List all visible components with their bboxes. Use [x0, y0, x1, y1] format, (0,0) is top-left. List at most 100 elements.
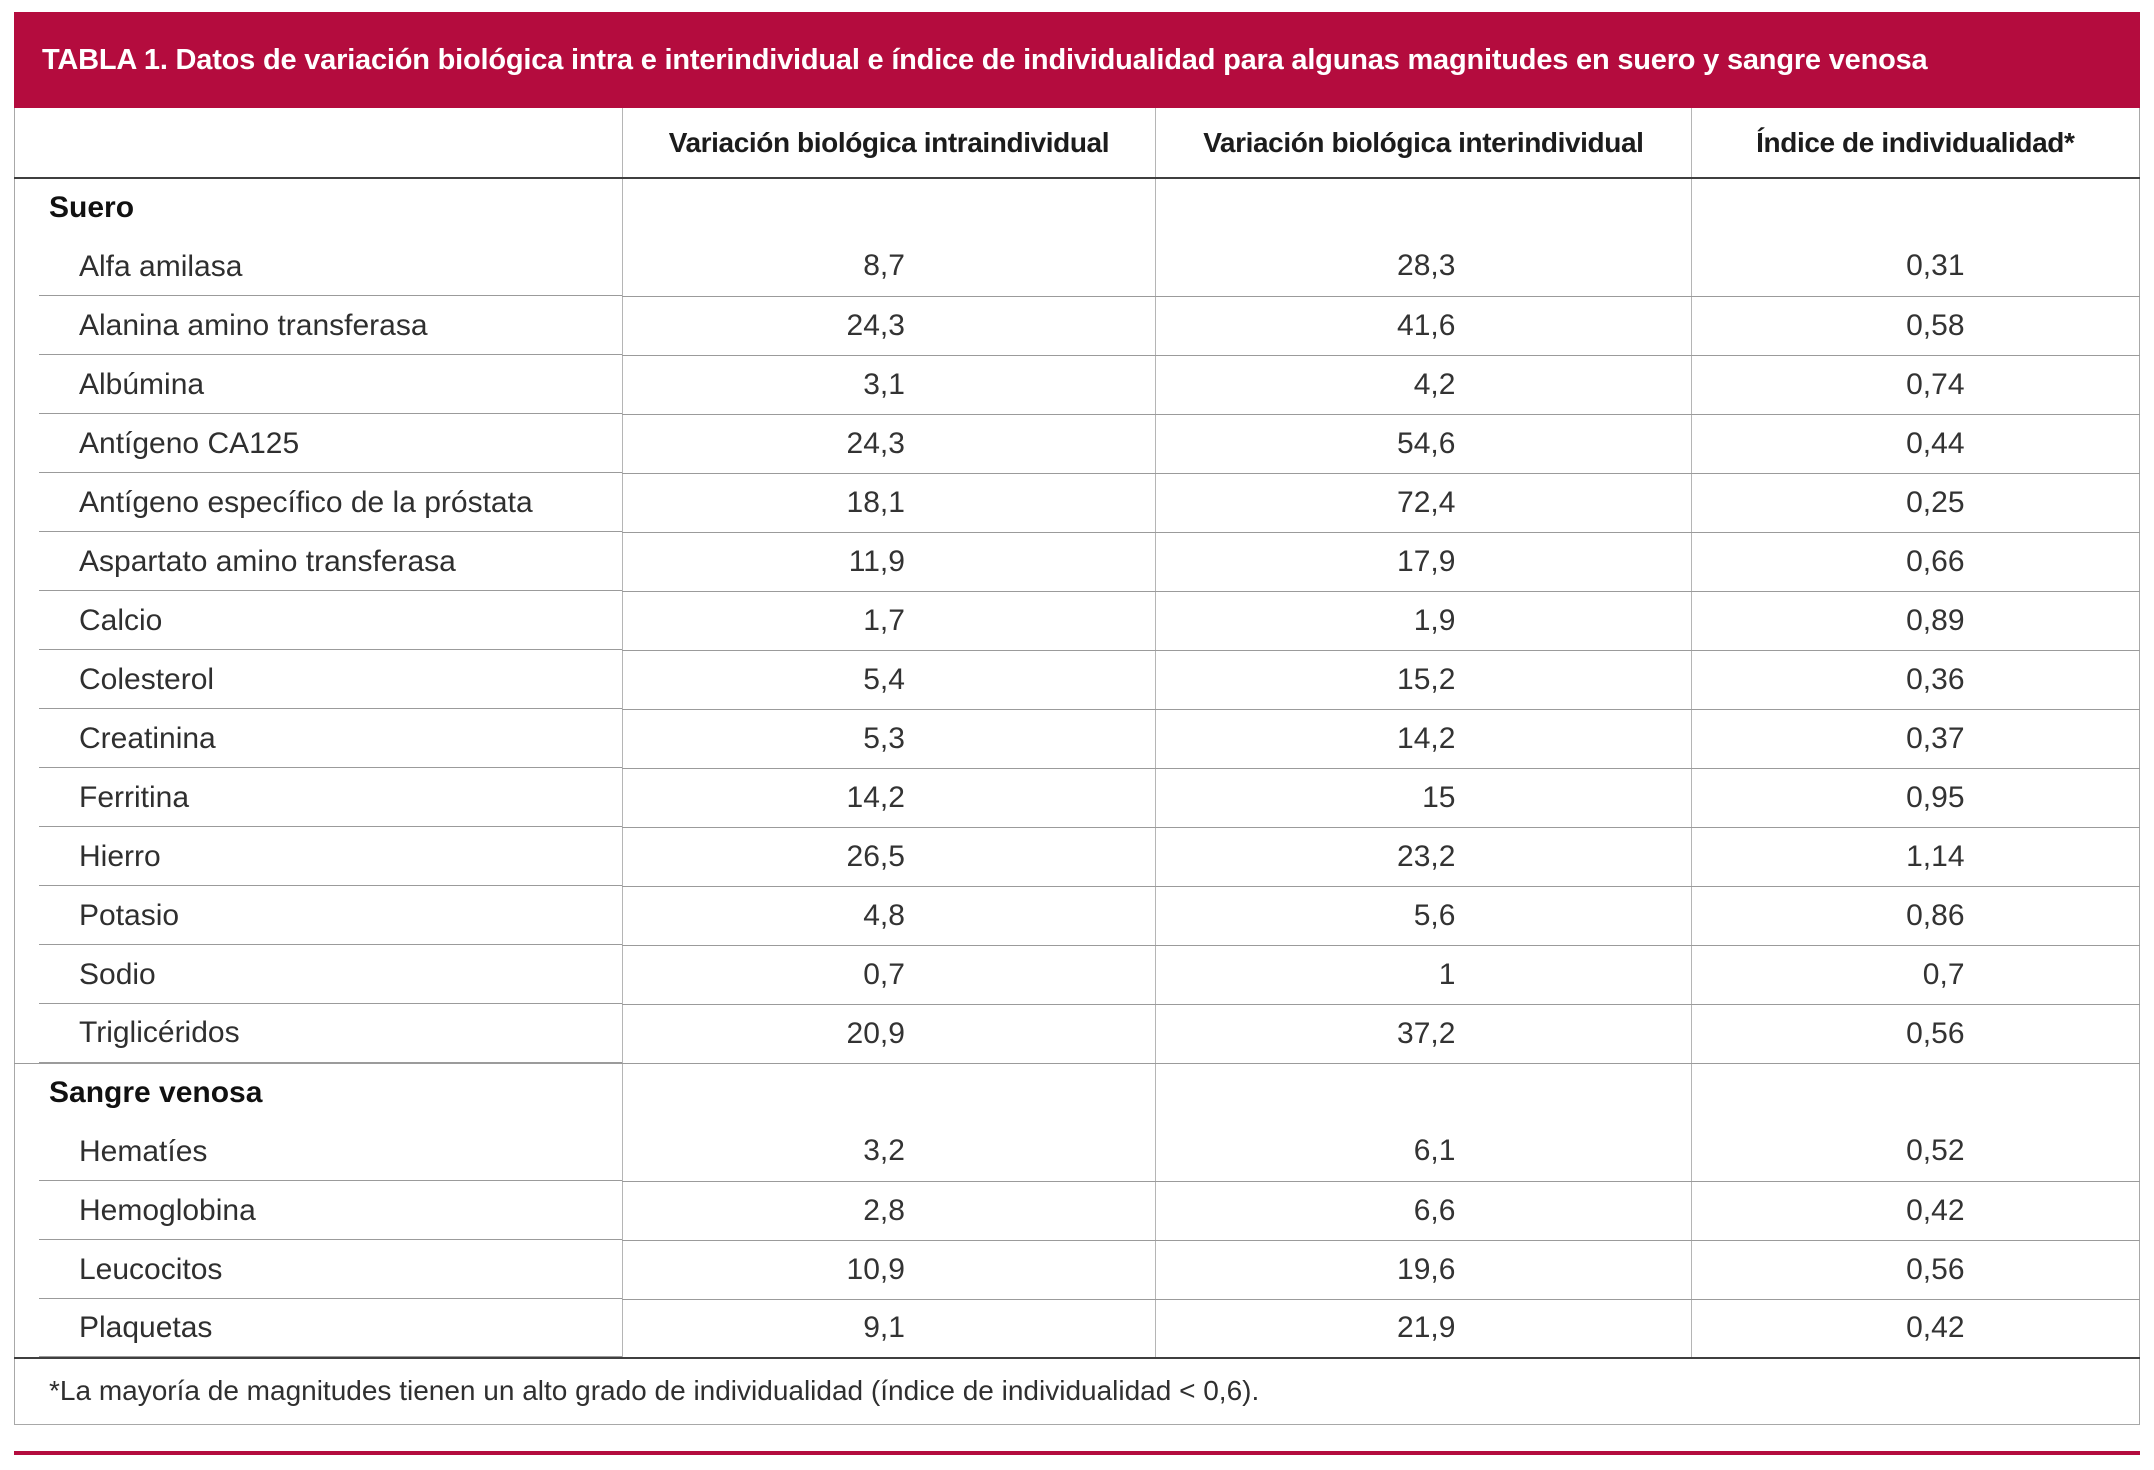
- cell-interindividual: 6,6: [1155, 1181, 1692, 1241]
- cell-value: 6,1: [1413, 1134, 1456, 1168]
- cell-value: 0,7: [863, 957, 905, 991]
- cell-interindividual: 23,2: [1155, 827, 1692, 887]
- cell-value: 21,9: [1397, 1311, 1456, 1345]
- cell-interindividual: 17,9: [1155, 532, 1692, 592]
- cell-value: 0,86: [1906, 898, 1965, 932]
- cell-value: 0,42: [1906, 1311, 1965, 1345]
- cell-value: 0,25: [1906, 485, 1965, 519]
- cell-indice: 0,52: [1690, 1122, 2140, 1182]
- cell-intraindividual: 14,2: [621, 768, 1156, 828]
- table-row: Alanina amino transferasa 24,3 41,6 0,58: [15, 296, 2140, 356]
- cell-interindividual: 15: [1155, 768, 1692, 828]
- cell-value: 5,6: [1413, 898, 1456, 932]
- cell-value: 0,44: [1906, 426, 1965, 460]
- cell-indice: 0,89: [1690, 591, 2140, 651]
- cell-value: 0,58: [1906, 308, 1965, 342]
- cell-value: 26,5: [846, 839, 905, 873]
- cell-value: 5,4: [863, 662, 905, 696]
- cell-interindividual: 54,6: [1155, 414, 1692, 474]
- cell-intraindividual: 8,7: [621, 237, 1156, 297]
- table-row: Hierro 26,5 23,2 1,14: [15, 827, 2140, 887]
- cell-indice: 1,14: [1690, 827, 2140, 887]
- table-title-bar: TABLA 1. Datos de variación biológica in…: [14, 12, 2140, 108]
- empty-cell: [621, 1062, 1156, 1122]
- cell-value: 0,37: [1906, 721, 1965, 755]
- cell-intraindividual: 20,9: [621, 1004, 1156, 1064]
- cell-value: 14,2: [1397, 721, 1456, 755]
- table-body: Suero Alfa amilasa 8,7 28,3 0,31 Alanina…: [14, 177, 2140, 1359]
- empty-cell: [1155, 1062, 1692, 1122]
- cell-indice: 0,36: [1690, 650, 2140, 710]
- row-label: Antígeno específico de la próstata: [15, 473, 623, 532]
- cell-value: 72,4: [1397, 485, 1456, 519]
- section-header-row: Suero: [14, 177, 2140, 237]
- row-label: Creatinina: [15, 709, 623, 768]
- cell-indice: 0,7: [1690, 945, 2140, 1005]
- cell-indice: 0,42: [1690, 1299, 2140, 1359]
- row-label: Alfa amilasa: [15, 237, 623, 296]
- cell-intraindividual: 26,5: [621, 827, 1156, 887]
- cell-interindividual: 6,1: [1155, 1122, 1692, 1182]
- table-row: Leucocitos 10,9 19,6 0,56: [15, 1240, 2140, 1300]
- cell-indice: 0,44: [1690, 414, 2140, 474]
- table-row: Hemoglobina 2,8 6,6 0,42: [15, 1181, 2140, 1241]
- cell-value: 23,2: [1397, 839, 1456, 873]
- table-row: Potasio 4,8 5,6 0,86: [15, 886, 2140, 946]
- data-table: Variación biológica intraindividual Vari…: [14, 108, 2140, 1425]
- cell-interindividual: 1: [1155, 945, 1692, 1005]
- cell-indice: 0,74: [1690, 355, 2140, 415]
- cell-interindividual: 28,3: [1155, 237, 1692, 297]
- cell-intraindividual: 4,8: [621, 886, 1156, 946]
- row-label: Leucocitos: [15, 1240, 623, 1299]
- cell-value: 5,3: [863, 721, 905, 755]
- cell-intraindividual: 5,3: [621, 709, 1156, 769]
- cell-value: 18,1: [846, 485, 905, 519]
- table-header: Variación biológica intraindividual Vari…: [14, 108, 2140, 179]
- table-footer: *La mayoría de magnitudes tienen un alto…: [14, 1357, 2140, 1424]
- table-row: Creatinina 5,3 14,2 0,37: [15, 709, 2140, 769]
- table-row: Triglicéridos 20,9 37,2 0,56: [15, 1004, 2140, 1064]
- cell-intraindividual: 5,4: [621, 650, 1156, 710]
- table-title: TABLA 1. Datos de variación biológica in…: [42, 43, 1928, 76]
- cell-value: 0,89: [1906, 603, 1965, 637]
- cell-value: 4,2: [1413, 367, 1456, 401]
- cell-indice: 0,56: [1690, 1004, 2140, 1064]
- cell-interindividual: 4,2: [1155, 355, 1692, 415]
- cell-value: 0,31: [1906, 249, 1965, 283]
- section-label: Sangre venosa: [14, 1062, 623, 1122]
- cell-value: 24,3: [846, 426, 905, 460]
- table-row: Antígeno específico de la próstata 18,1 …: [15, 473, 2140, 533]
- cell-value: 2,8: [863, 1193, 905, 1227]
- table-row: Alfa amilasa 8,7 28,3 0,31: [15, 237, 2140, 297]
- cell-value: 0,56: [1906, 1016, 1965, 1050]
- cell-value: 19,6: [1397, 1252, 1456, 1286]
- cell-value: 3,1: [863, 367, 905, 401]
- row-label: Aspartato amino transferasa: [15, 532, 623, 591]
- table-row: Ferritina 14,2 15 0,95: [15, 768, 2140, 828]
- header-row: Variación biológica intraindividual Vari…: [14, 108, 2140, 179]
- row-label: Hemoglobina: [15, 1181, 623, 1240]
- cell-value: 8,7: [863, 249, 905, 283]
- cell-value: 3,2: [863, 1134, 905, 1168]
- cell-value: 24,3: [846, 308, 905, 342]
- column-header-intraindividual: Variación biológica intraindividual: [621, 108, 1156, 179]
- cell-intraindividual: 18,1: [621, 473, 1156, 533]
- cell-value: 1: [1438, 957, 1456, 991]
- cell-indice: 0,56: [1690, 1240, 2140, 1300]
- row-label: Potasio: [15, 886, 623, 945]
- cell-value: 14,2: [846, 780, 905, 814]
- table-row: Aspartato amino transferasa 11,9 17,9 0,…: [15, 532, 2140, 592]
- footnote: *La mayoría de magnitudes tienen un alto…: [14, 1357, 2140, 1424]
- row-label: Plaquetas: [15, 1299, 623, 1358]
- cell-value: 0,7: [1922, 957, 1965, 991]
- cell-indice: 0,37: [1690, 709, 2140, 769]
- cell-interindividual: 37,2: [1155, 1004, 1692, 1064]
- cell-intraindividual: 10,9: [621, 1240, 1156, 1300]
- empty-cell: [1690, 1062, 2140, 1122]
- cell-value: 4,8: [863, 898, 905, 932]
- cell-value: 0,95: [1906, 780, 1965, 814]
- cell-value: 9,1: [863, 1311, 905, 1345]
- empty-cell: [1690, 177, 2140, 237]
- cell-indice: 0,66: [1690, 532, 2140, 592]
